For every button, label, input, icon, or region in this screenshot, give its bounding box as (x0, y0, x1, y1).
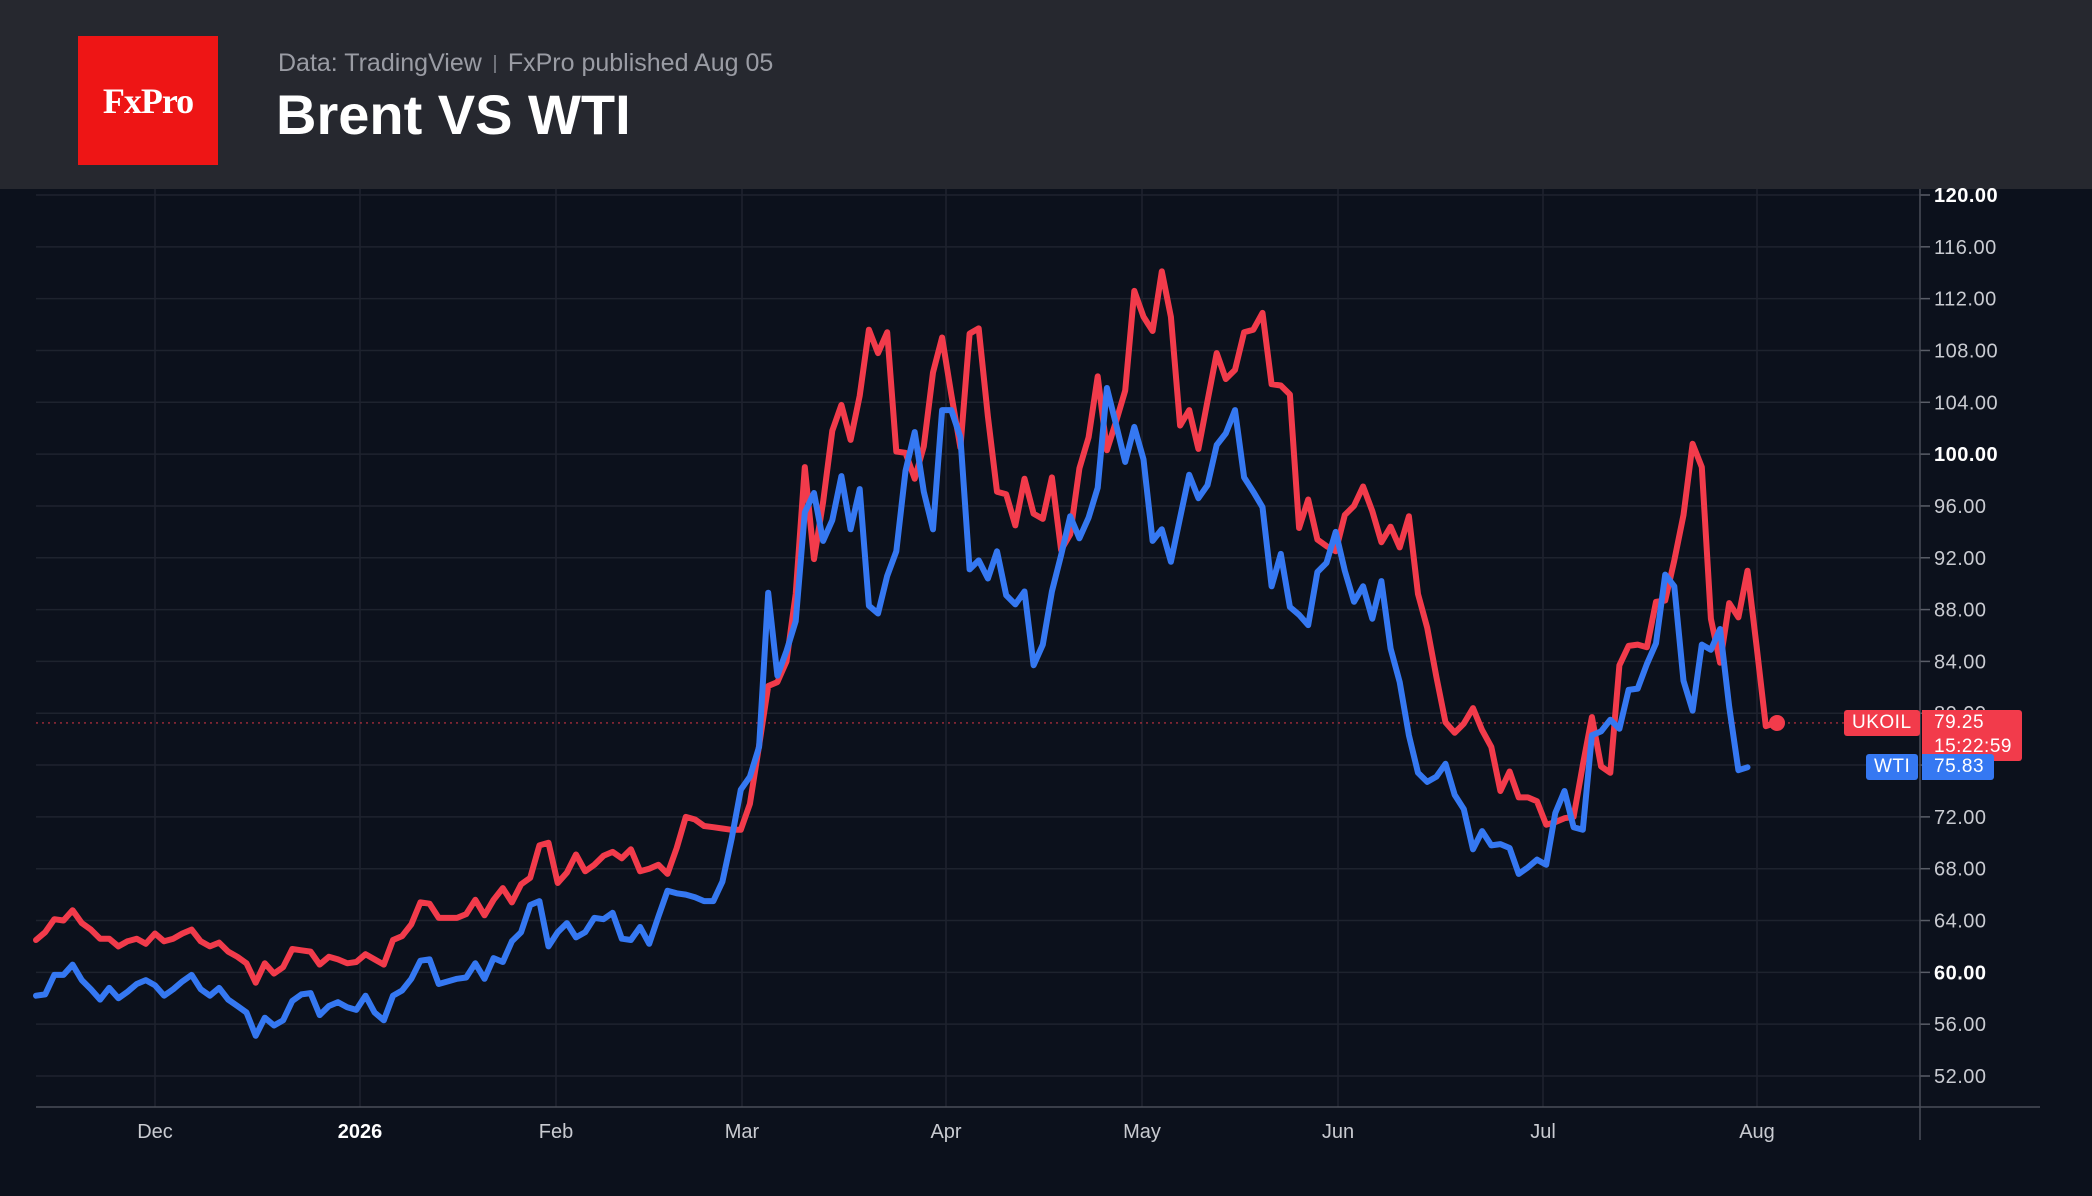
logo-text: FxPro (102, 80, 194, 121)
wti-price-tag: WTI (1866, 754, 1919, 781)
y-tick-label: 64.00 (1934, 911, 1987, 933)
x-tick-label: Jun (1322, 1121, 1354, 1143)
ukoil-tag-name: UKOIL (1844, 709, 1920, 736)
y-tick-label: 120.00 (1934, 185, 1998, 207)
y-tick-label: 68.00 (1934, 859, 1987, 881)
axes: 52.0056.0060.0064.0068.0072.0076.0080.00… (36, 185, 2040, 1143)
fxpro-logo: FxPro (78, 36, 218, 165)
wti-tag-name: WTI (1866, 754, 1919, 781)
meta-separator (493, 54, 496, 73)
wti-series-line (33, 385, 1751, 1039)
x-tick-label: Dec (137, 1121, 173, 1143)
ukoil-series-line (33, 268, 1778, 986)
x-tick-label: 2026 (338, 1121, 383, 1143)
ukoil-last-value: 79.25 (1934, 711, 1985, 733)
x-tick-label: Feb (539, 1121, 573, 1143)
chart-title: Brent VS WTI (276, 83, 631, 146)
x-tick-label: May (1123, 1121, 1161, 1143)
x-tick-label: Aug (1739, 1121, 1775, 1143)
ukoil-countdown: 15:22:59 (1934, 735, 2012, 757)
y-tick-label: 108.00 (1934, 340, 1998, 362)
publisher-info: FxPro published Aug 05 (507, 49, 774, 77)
data-source: Data: TradingView (278, 49, 482, 77)
y-tick-label: 112.00 (1934, 289, 1997, 311)
wti-price-box: 75.83 (1922, 754, 1995, 781)
y-tick-label: 88.00 (1934, 600, 1987, 622)
y-tick-label: 116.00 (1934, 237, 1997, 259)
x-tick-label: Mar (725, 1121, 760, 1143)
ukoil-price-box: 79.25 15:22:59 (1922, 709, 2022, 761)
y-tick-label: 72.00 (1934, 807, 1987, 829)
y-tick-label: 104.00 (1934, 392, 1998, 414)
y-tick-label: 52.00 (1934, 1066, 1987, 1088)
y-tick-label: 96.00 (1934, 496, 1987, 518)
y-tick-label: 56.00 (1934, 1014, 1987, 1036)
y-tick-label: 84.00 (1934, 651, 1987, 673)
x-tick-label: Jul (1530, 1121, 1556, 1143)
series-lines (33, 268, 1920, 1039)
y-tick-label: 100.00 (1934, 444, 1998, 466)
y-tick-label: 92.00 (1934, 548, 1987, 570)
header-bar: FxPro Data: TradingView FxPro published … (0, 0, 2092, 189)
ukoil-last-point (1769, 714, 1785, 731)
ukoil-price-tag: UKOIL (1844, 709, 1920, 736)
y-tick-label: 60.00 (1934, 962, 1987, 984)
x-tick-label: Apr (930, 1121, 961, 1143)
wti-last-value: 75.83 (1934, 756, 1985, 778)
chart-meta: Data: TradingView FxPro published Aug 05 (278, 49, 773, 78)
